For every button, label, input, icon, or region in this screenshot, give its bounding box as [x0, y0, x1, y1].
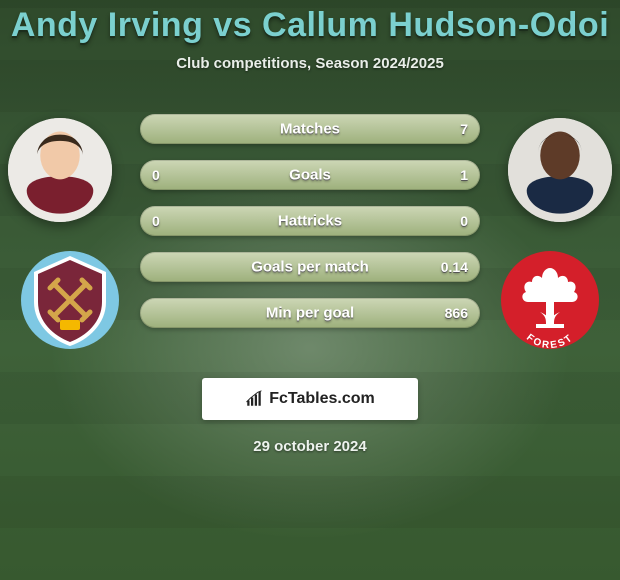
stat-left-value: 0	[152, 167, 160, 183]
branding-text: FcTables.com	[269, 390, 375, 408]
player-right-avatar	[508, 118, 612, 222]
stat-right-value: 1	[460, 167, 468, 183]
stat-right-value: 7	[460, 121, 468, 137]
club-left-badge	[20, 250, 120, 350]
player-left-silhouette-icon	[8, 118, 112, 222]
stat-label: Matches	[280, 121, 340, 138]
stat-label: Min per goal	[266, 305, 354, 322]
page-title: Andy Irving vs Callum Hudson-Odoi	[0, 0, 620, 45]
stat-label: Hattricks	[278, 213, 342, 230]
stat-left-value: 0	[152, 213, 160, 229]
date-text: 29 october 2024	[0, 438, 620, 455]
player-right-silhouette-icon	[508, 118, 612, 222]
stat-bars: Matches 7 0 Goals 1 0 Hattricks 0 Goals …	[140, 114, 480, 328]
comparison-region: FOREST Matches 7 0 Goals 1 0 Hattricks 0	[0, 100, 620, 360]
stat-label: Goals per match	[251, 259, 369, 276]
stat-right-value: 866	[445, 305, 468, 321]
stat-bar: Matches 7	[140, 114, 480, 144]
player-left-avatar	[8, 118, 112, 222]
subtitle: Club competitions, Season 2024/2025	[0, 55, 620, 72]
stat-right-value: 0	[460, 213, 468, 229]
club-left-crest-icon	[20, 250, 120, 350]
stat-bar: 0 Hattricks 0	[140, 206, 480, 236]
content-region: Andy Irving vs Callum Hudson-Odoi Club c…	[0, 0, 620, 455]
branding-banner: FcTables.com	[202, 378, 418, 420]
stat-bar: 0 Goals 1	[140, 160, 480, 190]
club-right-crest-icon: FOREST	[500, 250, 600, 350]
stat-bar: Min per goal 866	[140, 298, 480, 328]
bar-chart-icon	[245, 390, 263, 408]
stat-label: Goals	[289, 167, 331, 184]
club-right-badge: FOREST	[500, 250, 600, 350]
stat-right-value: 0.14	[441, 259, 468, 275]
stat-bar: Goals per match 0.14	[140, 252, 480, 282]
